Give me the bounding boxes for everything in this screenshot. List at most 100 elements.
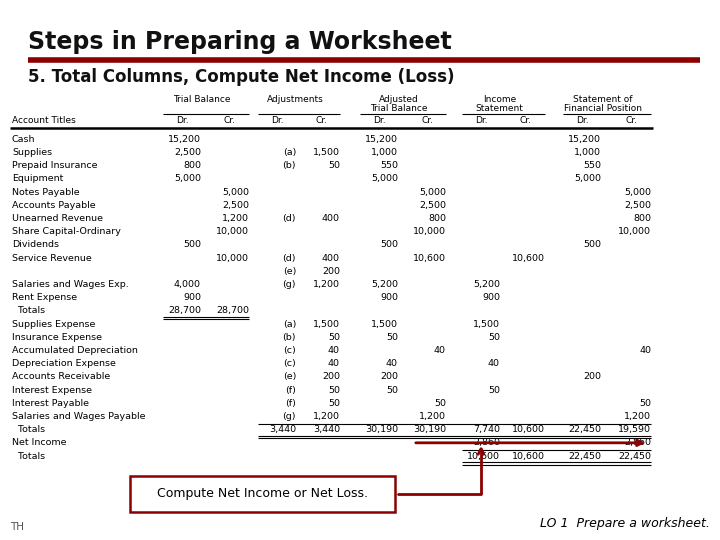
Text: Trial Balance: Trial Balance bbox=[174, 95, 230, 104]
Text: 2,500: 2,500 bbox=[222, 201, 249, 210]
Text: Interest Payable: Interest Payable bbox=[12, 399, 89, 408]
Text: (d): (d) bbox=[282, 214, 296, 223]
Text: 5,200: 5,200 bbox=[371, 280, 398, 289]
Text: Adjusted: Adjusted bbox=[379, 95, 419, 104]
Text: Interest Expense: Interest Expense bbox=[12, 386, 92, 395]
Text: 1,200: 1,200 bbox=[419, 412, 446, 421]
Text: 800: 800 bbox=[428, 214, 446, 223]
Text: 50: 50 bbox=[386, 386, 398, 395]
Text: (b): (b) bbox=[282, 161, 296, 170]
Text: Totals: Totals bbox=[12, 425, 45, 434]
Text: 10,600: 10,600 bbox=[512, 451, 545, 461]
Text: Cr.: Cr. bbox=[224, 116, 236, 125]
Text: 10,600: 10,600 bbox=[467, 451, 500, 461]
Text: 2,500: 2,500 bbox=[174, 148, 201, 157]
Text: Cr.: Cr. bbox=[520, 116, 532, 125]
Text: 10,000: 10,000 bbox=[216, 227, 249, 236]
Text: (a): (a) bbox=[283, 320, 296, 328]
Text: 200: 200 bbox=[322, 267, 340, 276]
Text: 1,200: 1,200 bbox=[624, 412, 651, 421]
Text: 200: 200 bbox=[583, 372, 601, 381]
Text: 3,440: 3,440 bbox=[269, 425, 296, 434]
Text: Dr.: Dr. bbox=[176, 116, 189, 125]
Text: Salaries and Wages Payable: Salaries and Wages Payable bbox=[12, 412, 145, 421]
Text: 550: 550 bbox=[380, 161, 398, 170]
Text: Share Capital-Ordinary: Share Capital-Ordinary bbox=[12, 227, 121, 236]
Text: 5. Total Columns, Compute Net Income (Loss): 5. Total Columns, Compute Net Income (Lo… bbox=[28, 68, 454, 86]
Text: 28,700: 28,700 bbox=[168, 306, 201, 315]
Text: LO 1  Prepare a worksheet.: LO 1 Prepare a worksheet. bbox=[540, 517, 710, 530]
Text: Supplies Expense: Supplies Expense bbox=[12, 320, 95, 328]
Text: 2,860: 2,860 bbox=[473, 438, 500, 447]
Text: Adjustments: Adjustments bbox=[266, 95, 323, 104]
Text: 50: 50 bbox=[488, 333, 500, 342]
Text: Totals: Totals bbox=[12, 451, 45, 461]
Text: 22,450: 22,450 bbox=[568, 451, 601, 461]
Text: 50: 50 bbox=[328, 386, 340, 395]
Text: Insurance Expense: Insurance Expense bbox=[12, 333, 102, 342]
Text: Accounts Payable: Accounts Payable bbox=[12, 201, 96, 210]
Text: 30,190: 30,190 bbox=[365, 425, 398, 434]
Text: 50: 50 bbox=[434, 399, 446, 408]
Text: Dr.: Dr. bbox=[474, 116, 487, 125]
Text: 19,590: 19,590 bbox=[618, 425, 651, 434]
Text: Dr.: Dr. bbox=[373, 116, 385, 125]
Text: TH: TH bbox=[10, 522, 24, 532]
Text: 1,200: 1,200 bbox=[222, 214, 249, 223]
Text: Trial Balance: Trial Balance bbox=[370, 104, 428, 113]
Text: (f): (f) bbox=[285, 386, 296, 395]
Text: Service Revenue: Service Revenue bbox=[12, 253, 91, 262]
Text: 800: 800 bbox=[633, 214, 651, 223]
Text: Cash: Cash bbox=[12, 134, 35, 144]
Text: 2,860: 2,860 bbox=[624, 438, 651, 447]
Text: 1,500: 1,500 bbox=[371, 320, 398, 328]
Text: Prepaid Insurance: Prepaid Insurance bbox=[12, 161, 97, 170]
Text: 10,600: 10,600 bbox=[512, 253, 545, 262]
Text: 5,000: 5,000 bbox=[624, 187, 651, 197]
Text: 400: 400 bbox=[322, 253, 340, 262]
Text: Equipment: Equipment bbox=[12, 174, 63, 183]
Text: (c): (c) bbox=[283, 359, 296, 368]
Text: 22,450: 22,450 bbox=[568, 425, 601, 434]
Text: Supplies: Supplies bbox=[12, 148, 52, 157]
Text: Financial Position: Financial Position bbox=[564, 104, 642, 113]
Text: 1,500: 1,500 bbox=[473, 320, 500, 328]
Text: Accounts Receivable: Accounts Receivable bbox=[12, 372, 110, 381]
Text: Dividends: Dividends bbox=[12, 240, 59, 249]
Text: 5,000: 5,000 bbox=[574, 174, 601, 183]
Text: 900: 900 bbox=[183, 293, 201, 302]
Text: Net Income: Net Income bbox=[12, 438, 66, 447]
Text: 1,000: 1,000 bbox=[371, 148, 398, 157]
Text: (g): (g) bbox=[282, 412, 296, 421]
Text: 50: 50 bbox=[488, 386, 500, 395]
Text: Notes Payable: Notes Payable bbox=[12, 187, 80, 197]
Text: (b): (b) bbox=[282, 333, 296, 342]
Text: 5,000: 5,000 bbox=[222, 187, 249, 197]
Text: 5,000: 5,000 bbox=[371, 174, 398, 183]
Text: 550: 550 bbox=[583, 161, 601, 170]
Text: 500: 500 bbox=[583, 240, 601, 249]
Text: 1,200: 1,200 bbox=[313, 280, 340, 289]
Text: 40: 40 bbox=[488, 359, 500, 368]
Text: 50: 50 bbox=[639, 399, 651, 408]
Text: 1,000: 1,000 bbox=[574, 148, 601, 157]
Text: 50: 50 bbox=[328, 399, 340, 408]
Text: 500: 500 bbox=[380, 240, 398, 249]
Text: Steps in Preparing a Worksheet: Steps in Preparing a Worksheet bbox=[28, 30, 451, 54]
Text: Income: Income bbox=[483, 95, 516, 104]
Text: 15,200: 15,200 bbox=[168, 134, 201, 144]
Text: (e): (e) bbox=[283, 372, 296, 381]
Text: 5,000: 5,000 bbox=[419, 187, 446, 197]
Text: 3,440: 3,440 bbox=[313, 425, 340, 434]
Text: 1,200: 1,200 bbox=[313, 412, 340, 421]
Bar bbox=[130, 476, 395, 512]
Text: 30,190: 30,190 bbox=[413, 425, 446, 434]
Text: 50: 50 bbox=[386, 333, 398, 342]
Text: 22,450: 22,450 bbox=[618, 451, 651, 461]
Text: 900: 900 bbox=[482, 293, 500, 302]
Text: Dr.: Dr. bbox=[271, 116, 283, 125]
Text: 40: 40 bbox=[639, 346, 651, 355]
Text: 1,500: 1,500 bbox=[313, 148, 340, 157]
Text: 50: 50 bbox=[328, 161, 340, 170]
Text: 900: 900 bbox=[380, 293, 398, 302]
